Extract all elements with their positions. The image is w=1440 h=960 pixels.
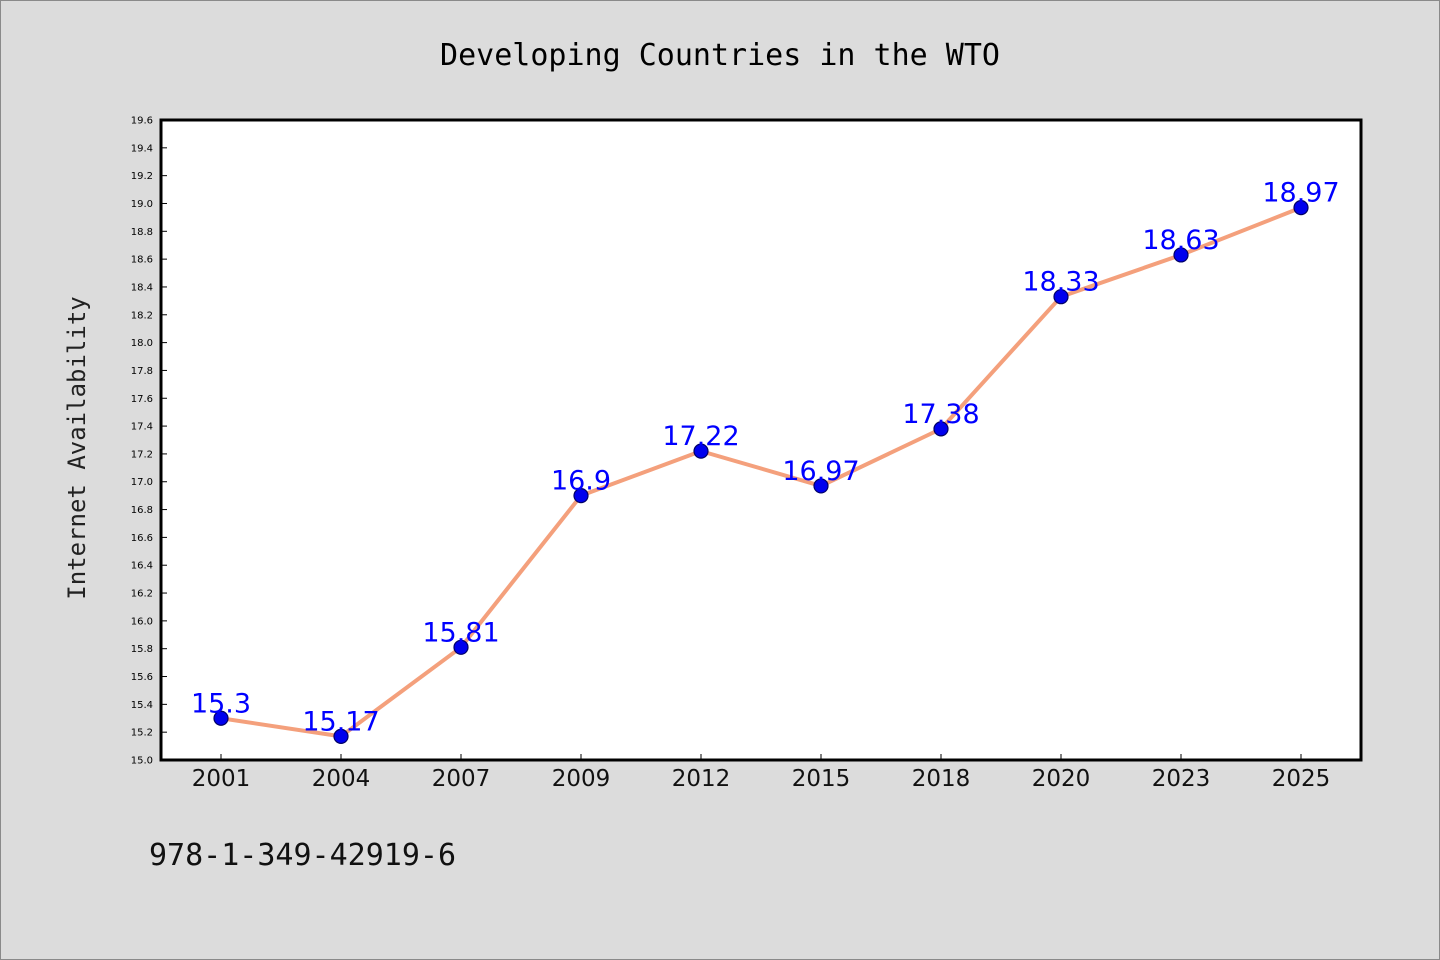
- y-tick-label: 17.8: [131, 366, 153, 377]
- x-tick-label: 2023: [1152, 766, 1211, 792]
- x-tick-label: 2004: [312, 766, 371, 792]
- data-label: 16.97: [782, 456, 859, 487]
- data-label: 15.17: [302, 706, 379, 737]
- y-tick-label: 18.4: [131, 282, 153, 293]
- y-axis-label: Internet Availability: [63, 296, 91, 599]
- data-point-marker: [333, 728, 349, 744]
- data-point-marker: [213, 710, 229, 726]
- x-tick-label: 2009: [552, 766, 611, 792]
- x-tick-label: 2020: [1032, 766, 1091, 792]
- x-tick-label: 2012: [672, 766, 731, 792]
- y-tick-label: 15.6: [131, 672, 153, 683]
- y-tick-label: 16.6: [131, 533, 153, 544]
- y-tick-label: 16.0: [131, 616, 153, 627]
- data-point-marker: [693, 443, 709, 459]
- x-tick-label: 2025: [1272, 766, 1331, 792]
- y-tick-label: 17.2: [131, 449, 153, 460]
- data-label: 18.97: [1262, 178, 1339, 209]
- series-line-group: [213, 200, 1309, 744]
- data-label: 18.33: [1022, 267, 1099, 298]
- data-label: 15.3: [191, 688, 251, 719]
- data-point-marker: [573, 488, 589, 504]
- y-tick-label: 17.4: [131, 422, 153, 433]
- data-labels-group: 15.3 15.17 15.81 16.9 17.22 16.97 17.38 18.33 18…: [191, 178, 1340, 738]
- y-tick-label: 15.0: [131, 756, 153, 767]
- y-tick-label: 18.0: [131, 338, 153, 349]
- y-tick-label: 18.8: [131, 227, 153, 238]
- data-point-marker: [933, 421, 949, 437]
- chart-title: Developing Countries in the WTO: [440, 38, 1000, 73]
- y-tick-label: 19.2: [131, 171, 153, 182]
- isbn-text: 978-1-349-42919-6: [149, 838, 456, 873]
- data-label: 17.38: [902, 399, 979, 430]
- data-point-marker: [453, 639, 469, 655]
- plot-area: [159, 118, 1363, 762]
- x-tick-label: 2018: [912, 766, 971, 792]
- y-tick-label: 16.8: [131, 505, 153, 516]
- y-tick-label: 17.0: [131, 477, 153, 488]
- series-line: [220, 205, 1302, 739]
- y-tick-label: 17.6: [131, 394, 153, 405]
- y-tick-label: 15.8: [131, 644, 153, 655]
- data-label: 15.81: [422, 617, 499, 648]
- y-tick-label: 19.4: [131, 143, 153, 154]
- data-point-marker: [1173, 247, 1189, 263]
- data-label: 17.22: [662, 421, 739, 452]
- data-point-marker: [1293, 200, 1309, 216]
- data-label: 16.9: [551, 466, 611, 497]
- data-point-marker: [813, 478, 829, 494]
- y-axis: 15.0 15.2 15.4 15.6 15.8 16.0 16.2 16.4 16.6 16.8…: [131, 116, 167, 767]
- data-point-marker: [1053, 289, 1069, 305]
- y-tick-label: 19.0: [131, 199, 153, 210]
- data-label: 18.63: [1142, 225, 1219, 256]
- y-tick-label: 16.4: [131, 561, 153, 572]
- y-tick-label: 18.6: [131, 255, 153, 266]
- y-tick-label: 18.2: [131, 310, 153, 321]
- y-tick-label: 15.4: [131, 700, 153, 711]
- y-tick-label: 15.2: [131, 728, 153, 739]
- x-tick-label: 2001: [192, 766, 251, 792]
- x-tick-label: 2015: [792, 766, 851, 792]
- y-tick-label: 16.2: [131, 589, 153, 600]
- y-tick-label: 19.6: [131, 116, 153, 127]
- x-tick-label: 2007: [432, 766, 491, 792]
- x-axis: 2001 2004 2007 2009 2012 2015 2018 2020 2023 2025: [192, 754, 1331, 792]
